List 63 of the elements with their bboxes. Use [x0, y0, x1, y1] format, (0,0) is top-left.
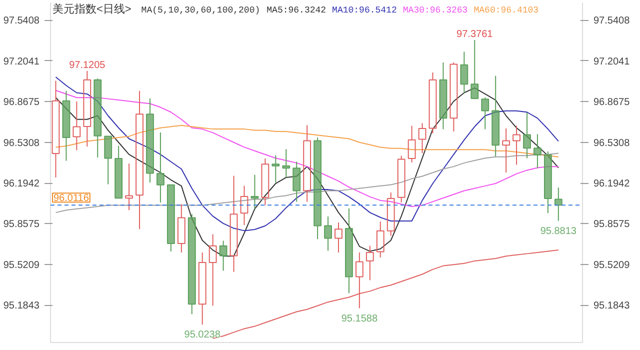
- annotation: 97.1205: [69, 60, 106, 71]
- candlestick: [314, 137, 322, 240]
- candlestick: [198, 252, 206, 326]
- y-tick-label: 95.1843: [3, 300, 40, 312]
- y2-tick-label: 95.8575: [594, 219, 630, 230]
- candlestick: [282, 148, 290, 178]
- text: MA30:96.3263: [402, 6, 468, 16]
- y-tick-label: 97.5408: [3, 16, 40, 27]
- candlestick: [136, 90, 144, 230]
- candlestick: [188, 214, 196, 315]
- annotation: 97.3761: [456, 28, 494, 40]
- y2-tick-label: 97.2041: [594, 56, 630, 68]
- y2-tick-label: 96.5308: [594, 138, 630, 149]
- text: MA10:96.5412: [332, 6, 397, 16]
- annotation: 95.0238: [184, 330, 221, 341]
- candlestick: [303, 124, 312, 202]
- candlestick: [146, 98, 154, 184]
- candlestick: [345, 208, 353, 294]
- candlestick: [52, 80, 60, 178]
- ref-line-label: 96.0116: [54, 193, 90, 204]
- candlestick: [324, 216, 332, 252]
- candlestick: [492, 75, 500, 158]
- y-tick-label: 96.8675: [3, 97, 40, 108]
- line-series: [55, 124, 559, 158]
- candlestick: [177, 204, 186, 253]
- chart-title: 美元指数<日线>: [52, 2, 132, 16]
- candlestick: [523, 112, 531, 159]
- candlestick: [272, 154, 280, 184]
- text: MA5:96.3242: [266, 6, 326, 16]
- y-tick-label: 96.1942: [3, 178, 40, 190]
- candlestick: [156, 132, 164, 204]
- y-tick-label: 95.8575: [3, 219, 40, 230]
- annotation: 95.8813: [540, 226, 577, 237]
- candlestick: [72, 100, 81, 151]
- y2-tick-label: 96.8675: [594, 97, 630, 108]
- y2-tick-label: 95.5209: [594, 260, 630, 271]
- legend-title: MA(5,10,30,60,100,200): [141, 6, 260, 16]
- candlestick: [208, 234, 217, 306]
- y-tick-label: 95.5209: [3, 260, 40, 271]
- y2-tick-label: 95.1843: [594, 300, 630, 312]
- candlestick: [418, 122, 426, 154]
- line-series: [55, 90, 559, 207]
- candlestick: [534, 134, 542, 169]
- candlestick: [554, 187, 562, 222]
- candlestick: [439, 62, 448, 130]
- candlestick: [62, 90, 70, 162]
- text: MA60:96.4103: [474, 6, 539, 16]
- y-tick-label: 97.2041: [3, 56, 40, 68]
- candlestick: [460, 51, 468, 94]
- candlestick: [240, 185, 248, 226]
- candlestick: [219, 240, 228, 272]
- candlestick: [250, 174, 259, 210]
- candlestick: [428, 72, 437, 134]
- candlestick: [502, 128, 510, 173]
- y-tick-label: 96.5308: [3, 138, 40, 149]
- candlestick: [83, 70, 92, 147]
- candlestick: [230, 175, 238, 272]
- candlestick: [292, 161, 301, 202]
- y2-tick-label: 97.5408: [594, 16, 630, 27]
- annotation: 95.1588: [341, 313, 378, 324]
- y2-tick-label: 96.1942: [594, 178, 630, 190]
- candlestick: [386, 192, 395, 236]
- candlestick: [125, 163, 133, 211]
